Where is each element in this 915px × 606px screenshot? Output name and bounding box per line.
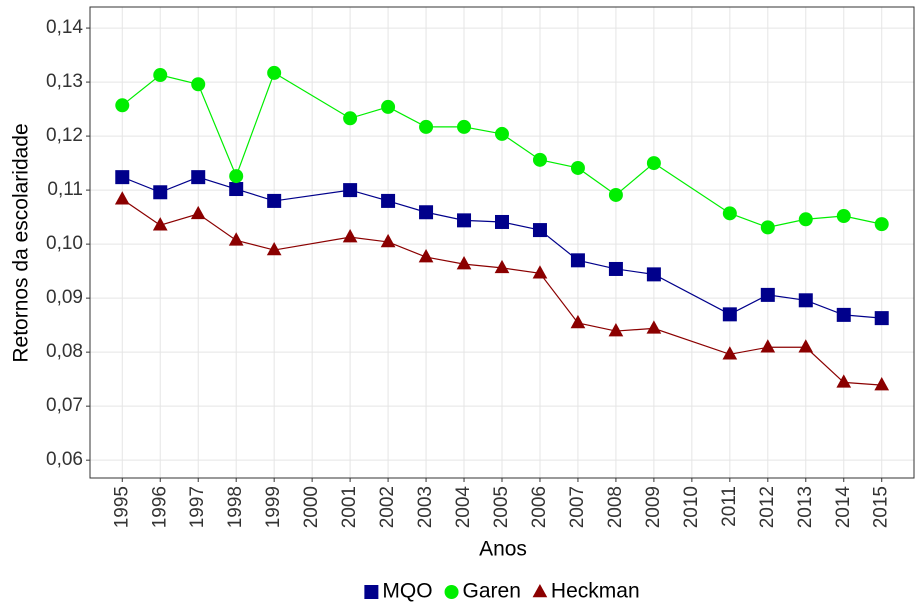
point [608,323,624,337]
point [266,242,282,256]
point [608,187,623,202]
y-tick-label: 0,06 [46,449,83,470]
point [380,233,396,248]
point [532,223,547,238]
point [381,99,396,114]
x-tick-label: 2010 [681,486,702,528]
point [798,293,813,308]
point [267,65,282,80]
point [722,346,738,360]
point [342,229,358,243]
point [798,212,813,227]
x-tick-label: 1999 [263,486,284,528]
point [343,183,358,198]
y-tick-label: 0,08 [46,341,83,362]
point [532,265,548,279]
point [191,77,206,92]
point [798,339,814,353]
point [343,111,358,126]
point [760,220,775,235]
x-tick-label: 2015 [871,486,892,528]
point [836,374,852,388]
x-tick-label: 2014 [833,486,854,529]
x-tick-label: 2006 [529,486,550,528]
x-tick-label: 2013 [795,486,816,528]
point [190,205,206,220]
point [115,170,130,185]
x-tick-label: 2003 [415,486,436,528]
x-tick-label: 2005 [491,486,512,528]
point [874,377,890,391]
point [381,193,396,208]
x-tick-label: 2012 [757,486,778,528]
y-axis-title: Retornos da escolaridade [10,123,33,362]
point [419,119,434,134]
point [267,193,282,208]
point [608,261,623,276]
point [722,206,737,221]
point [115,98,130,113]
point [874,217,889,232]
x-tick-label: 2008 [605,486,626,528]
point [722,307,737,322]
y-tick-label: 0,11 [47,179,83,200]
point [874,311,889,326]
y-tick-label: 0,09 [46,287,83,308]
x-tick-label: 2004 [453,486,474,529]
x-tick-label: 2002 [377,486,398,528]
y-tick-label: 0,12 [46,125,83,146]
x-tick-label: 1997 [187,486,208,528]
point [570,314,586,329]
point [418,249,434,263]
point [836,209,851,224]
point [836,307,851,322]
point [114,191,130,205]
x-tick-label: 1996 [149,486,170,528]
point [457,213,472,228]
point [570,253,585,268]
point [152,217,168,231]
point [495,126,509,141]
point [646,156,661,171]
point [570,160,585,175]
x-tick-label: 2009 [643,486,664,528]
legend-label: Heckman [551,580,640,603]
point [444,585,459,599]
point [153,68,168,83]
point [646,320,662,334]
point [760,287,775,302]
point [495,214,509,229]
point [229,169,244,184]
point [646,267,661,282]
x-tick-label: 2000 [301,486,322,528]
point [364,585,379,599]
point [532,583,548,598]
plot-border [89,6,915,479]
y-tick-label: 0,07 [46,395,83,416]
point [494,259,510,274]
point [153,185,168,200]
x-axis-title: Anos [479,538,527,561]
point [456,256,472,270]
x-tick-label: 2001 [339,486,360,528]
legend-label: MQO [382,580,432,603]
y-tick-label: 0,10 [46,233,83,254]
point [532,152,547,167]
x-tick-label: 1995 [111,486,132,528]
x-tick-label: 1998 [225,486,246,528]
y-tick-label: 0,14 [46,17,83,38]
x-tick-label: 2011 [719,486,740,527]
point [419,205,434,220]
y-tick-label: 0,13 [46,71,83,92]
point [760,339,776,353]
legend: MQO Garen Heckman [364,580,640,603]
x-tick-label: 2007 [567,486,588,528]
point [191,170,206,185]
point [457,119,472,134]
point [229,182,244,197]
legend-label: Garen [463,580,521,603]
point [228,232,244,246]
